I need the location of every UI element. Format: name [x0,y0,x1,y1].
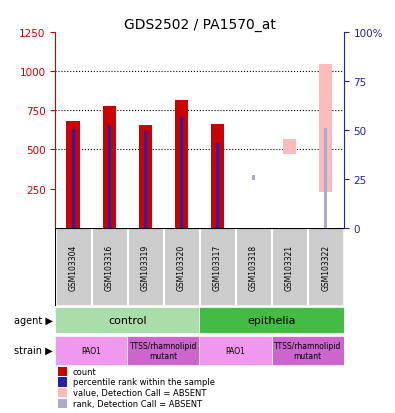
Title: GDS2502 / PA1570_at: GDS2502 / PA1570_at [124,18,275,32]
Text: PAO1: PAO1 [226,346,245,355]
Text: epithelia: epithelia [247,315,296,325]
Bar [200,229,235,305]
Bar [164,229,199,305]
Bar [55,336,127,365]
Text: TTSS/rhamnolipid
mutant: TTSS/rhamnolipid mutant [274,341,341,360]
Bar [58,367,68,376]
Text: agent ▶: agent ▶ [13,315,53,325]
Text: GSM103316: GSM103316 [105,244,114,290]
Text: control: control [108,315,147,325]
Text: GSM103304: GSM103304 [69,244,78,290]
Text: count: count [73,367,96,376]
Text: value, Detection Call = ABSENT: value, Detection Call = ABSENT [73,388,206,397]
Text: TTSS/rhamnolipid
mutant: TTSS/rhamnolipid mutant [130,341,197,360]
Bar [199,307,344,333]
Bar [58,388,68,397]
Bar [308,229,343,305]
Text: GSM103321: GSM103321 [285,244,294,290]
Bar [92,229,127,305]
Bar [58,377,68,387]
Text: GSM103320: GSM103320 [177,244,186,290]
Bar [324,128,327,228]
Bar [108,126,111,228]
Bar [272,336,344,365]
Bar [211,125,224,228]
Bar [144,132,147,228]
Text: GSM103317: GSM103317 [213,244,222,290]
Bar [66,122,80,228]
Text: GSM103319: GSM103319 [141,244,150,290]
Bar [72,130,75,228]
Bar [127,336,199,365]
Bar [319,65,333,192]
Bar [55,307,199,333]
Bar [139,126,152,228]
Bar [252,176,255,180]
Text: GSM103318: GSM103318 [249,244,258,290]
Bar [175,101,188,228]
Bar [56,229,91,305]
Bar [216,144,219,228]
Bar [236,229,271,305]
Bar [272,229,307,305]
Bar [283,140,296,155]
Bar [180,117,183,228]
Text: GSM103322: GSM103322 [321,244,330,290]
Text: PAO1: PAO1 [81,346,101,355]
Bar [199,336,272,365]
Bar [58,399,68,408]
Text: rank, Detection Call = ABSENT: rank, Detection Call = ABSENT [73,399,202,408]
Bar [128,229,163,305]
Bar [103,107,116,228]
Text: percentile rank within the sample: percentile rank within the sample [73,377,214,387]
Text: strain ▶: strain ▶ [14,345,53,355]
